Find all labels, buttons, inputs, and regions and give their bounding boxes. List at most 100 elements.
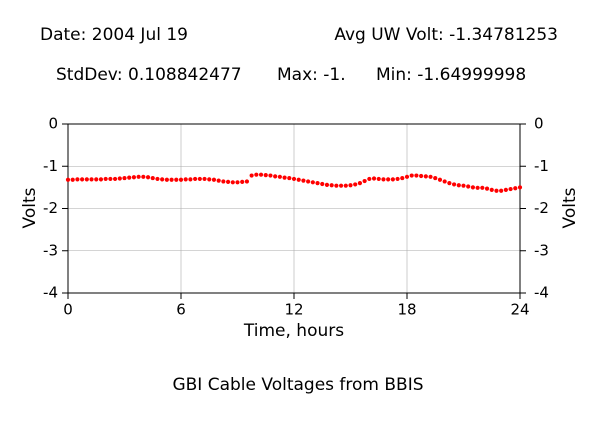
data-point: [404, 174, 410, 179]
data-point: [419, 173, 424, 179]
y-tick-label: -2: [43, 199, 58, 217]
data-point: [178, 177, 184, 182]
data-point: [65, 177, 71, 182]
data-point: [112, 176, 118, 182]
y2-tick-label: -3: [534, 241, 549, 259]
data-point: [108, 176, 113, 182]
data-point: [273, 174, 278, 179]
data-point: [127, 175, 132, 180]
data-point: [235, 180, 240, 185]
data-point: [197, 176, 202, 182]
data-point: [390, 177, 395, 182]
data-point: [433, 175, 438, 181]
data-point: [489, 187, 494, 193]
data-point: [244, 179, 250, 184]
data-point: [277, 174, 282, 179]
data-point: [423, 174, 428, 179]
data-point: [395, 176, 400, 182]
data-point: [75, 177, 80, 182]
data-point: [470, 185, 476, 190]
data-point: [494, 188, 499, 193]
x-tick-label: 24: [510, 301, 529, 319]
y2-tick-label: -1: [534, 157, 549, 175]
data-point: [484, 186, 490, 191]
data-point: [367, 176, 372, 182]
max-annotation: Max: -1.: [277, 65, 346, 85]
data-point: [296, 177, 301, 182]
data-point: [348, 183, 353, 188]
data-point: [136, 174, 141, 179]
x-tick-label: 18: [397, 301, 416, 319]
data-point: [306, 179, 311, 184]
data-point: [169, 177, 174, 182]
data-point: [141, 174, 146, 179]
data-point: [80, 177, 85, 182]
data-point: [164, 177, 169, 182]
data-point: [94, 177, 99, 182]
data-point: [188, 177, 193, 182]
data-point: [221, 179, 226, 184]
avg-annotation: Avg UW Volt: -1.34781253: [334, 25, 558, 45]
data-point: [517, 185, 523, 190]
data-point: [329, 183, 334, 188]
data-point: [409, 173, 414, 178]
data-point: [513, 186, 518, 191]
date-annotation: Date: 2004 Jul 19: [40, 25, 188, 45]
data-point: [357, 181, 363, 186]
data-point: [414, 173, 419, 178]
stddev-annotation: StdDev: 0.108842477: [56, 65, 242, 85]
data-point: [353, 182, 358, 187]
data-point: [155, 176, 160, 182]
data-point: [258, 172, 264, 177]
data-point: [362, 178, 367, 184]
data-point: [263, 173, 268, 178]
data-point: [89, 177, 94, 182]
data-point: [211, 177, 217, 182]
x-tick-label: 0: [63, 301, 73, 319]
y-axis-label: Volts: [20, 187, 40, 228]
data-point: [249, 173, 254, 178]
y2-tick-label: -2: [534, 199, 549, 217]
data-point: [428, 174, 433, 179]
y-tick-label: -3: [43, 241, 58, 259]
data-point: [160, 177, 165, 182]
data-point: [150, 175, 155, 181]
data-point: [183, 177, 188, 182]
y2-tick-label: 0: [534, 115, 544, 133]
data-point: [98, 177, 104, 182]
y-tick-label: 0: [48, 115, 58, 133]
data-point: [343, 183, 348, 188]
chart-title: GBI Cable Voltages from BBIS: [172, 375, 423, 395]
data-point: [456, 183, 461, 188]
y-tick-label: -1: [43, 157, 58, 175]
data-point: [371, 176, 377, 181]
data-point: [207, 177, 212, 182]
y2-axis-label: Volts: [560, 187, 580, 228]
y-tick-label: -4: [43, 284, 58, 302]
data-point: [287, 175, 292, 181]
data-point: [503, 187, 508, 193]
data-point: [310, 180, 315, 185]
data-point: [193, 176, 198, 182]
data-point: [475, 185, 480, 190]
data-point: [225, 179, 231, 184]
x-tick-label: 12: [284, 301, 303, 319]
data-point: [451, 182, 457, 187]
x-axis-label: Time, hours: [243, 321, 344, 341]
data-point: [240, 179, 245, 184]
plot-frame: [67, 123, 521, 294]
x-tick-label: 6: [176, 301, 186, 319]
min-annotation: Min: -1.64999998: [376, 65, 526, 85]
data-point: [315, 181, 320, 186]
data-point: [282, 175, 287, 180]
data-point: [174, 177, 179, 182]
data-point: [122, 175, 127, 181]
data-point: [84, 177, 89, 182]
data-point: [216, 178, 221, 183]
data-point: [254, 172, 259, 177]
data-point: [117, 176, 122, 181]
data-point: [381, 177, 386, 182]
data-point: [442, 179, 447, 184]
data-point: [103, 176, 108, 182]
